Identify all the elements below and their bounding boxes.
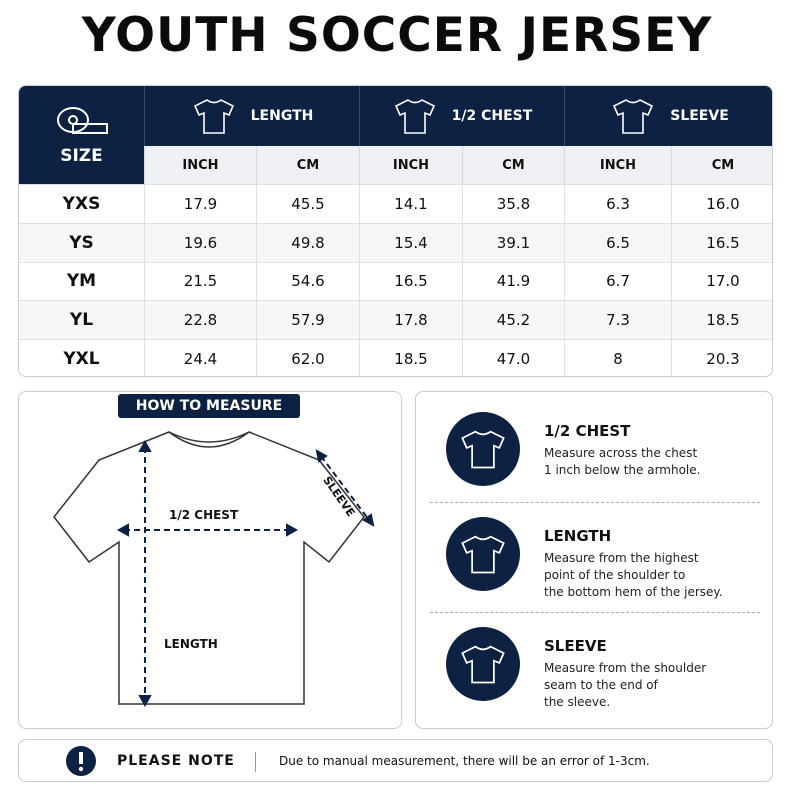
table-cell: 17.8	[359, 300, 462, 340]
table-cell: 21.5	[144, 261, 256, 301]
instruction-text: the sleeve.	[544, 695, 611, 709]
table-cell: 16.5	[359, 261, 462, 301]
instruction-text: seam to the end of	[544, 678, 658, 692]
table-cell: 15.4	[359, 222, 462, 262]
separator	[430, 502, 760, 503]
table-cell: 45.2	[462, 300, 564, 340]
table-cell: 16.0	[671, 184, 772, 223]
size-cell: YL	[19, 300, 144, 340]
note-icon	[66, 746, 96, 776]
table-cell: 16.5	[671, 222, 772, 262]
table-cell: 14.1	[359, 184, 462, 223]
table-cell: 45.5	[256, 184, 359, 223]
table-cell: 17.9	[144, 184, 256, 223]
table-cell: 17.0	[671, 261, 772, 301]
table-cell: 54.6	[256, 261, 359, 301]
instruction-icon	[446, 517, 520, 591]
group-label: 1/2 CHEST	[451, 108, 533, 124]
size-cell: YM	[19, 261, 144, 301]
table-cell: 6.3	[564, 184, 671, 223]
unit-header: CM	[256, 146, 359, 184]
table-cell: 19.6	[144, 222, 256, 262]
divider	[255, 752, 256, 772]
size-table: SIZE LENGTH 1/2 CHEST SLEEVE INCH CM INCH CM INC…	[18, 85, 773, 377]
instruction-text: Measure from the shoulder	[544, 661, 707, 675]
unit-header: CM	[671, 146, 772, 184]
table-cell: 6.7	[564, 261, 671, 301]
table-cell: 18.5	[671, 300, 772, 340]
table-cell: 57.9	[256, 300, 359, 340]
table-cell: 20.3	[671, 339, 772, 376]
length-label: LENGTH	[164, 637, 218, 651]
table-cell: 49.8	[256, 222, 359, 262]
instruction-title: SLEEVE	[544, 637, 607, 655]
measure-panel: HOW TO MEASURE 1/2 CHEST LENGTH SLEEVE	[18, 391, 402, 729]
unit-header: INCH	[359, 146, 462, 184]
table-cell: 6.5	[564, 222, 671, 262]
group-header: SLEEVE	[564, 86, 772, 146]
table-cell: 41.9	[462, 261, 564, 301]
instruction-title: LENGTH	[544, 527, 612, 545]
unit-header: INCH	[564, 146, 671, 184]
table-cell: 7.3	[564, 300, 671, 340]
separator	[430, 612, 760, 613]
group-label: LENGTH	[250, 108, 314, 124]
chest-label: 1/2 CHEST	[169, 508, 239, 522]
table-cell: 39.1	[462, 222, 564, 262]
table-cell: 18.5	[359, 339, 462, 376]
table-cell: 24.4	[144, 339, 256, 376]
instruction-text: the bottom hem of the jersey.	[544, 585, 723, 599]
note-text: Due to manual measurement, there will be…	[279, 754, 650, 768]
note-title: PLEASE NOTE	[117, 753, 235, 769]
note-bar: PLEASE NOTE Due to manual measurement, t…	[18, 739, 773, 782]
size-header: SIZE	[19, 86, 144, 184]
instruction-text: point of the shoulder to	[544, 568, 686, 582]
size-cell: YS	[19, 222, 144, 262]
size-cell: YXS	[19, 184, 144, 223]
instruction-text: Measure across the chest	[544, 446, 698, 460]
unit-header: INCH	[144, 146, 256, 184]
group-header: LENGTH	[144, 86, 359, 146]
table-cell: 35.8	[462, 184, 564, 223]
title: YOUTH SOCCER JERSEY	[81, 8, 713, 63]
size-cell: YXL	[19, 339, 144, 376]
measure-badge: HOW TO MEASURE	[118, 394, 300, 418]
table-cell: 47.0	[462, 339, 564, 376]
instruction-icon	[446, 627, 520, 701]
instruction-text: Measure from the highest	[544, 551, 699, 565]
size-label: SIZE	[60, 146, 103, 166]
unit-header: CM	[462, 146, 564, 184]
instruction-title: 1/2 CHEST	[544, 422, 631, 440]
instruction-text: 1 inch below the armhole.	[544, 463, 701, 477]
group-header: 1/2 CHEST	[359, 86, 564, 146]
instructions-panel: 1/2 CHEST Measure across the chest 1 inch …	[415, 391, 773, 729]
table-cell: 22.8	[144, 300, 256, 340]
table-cell: 8	[564, 339, 671, 376]
shirt-diagram	[53, 431, 375, 708]
group-label: SLEEVE	[670, 108, 729, 124]
table-cell: 62.0	[256, 339, 359, 376]
instruction-icon	[446, 412, 520, 486]
